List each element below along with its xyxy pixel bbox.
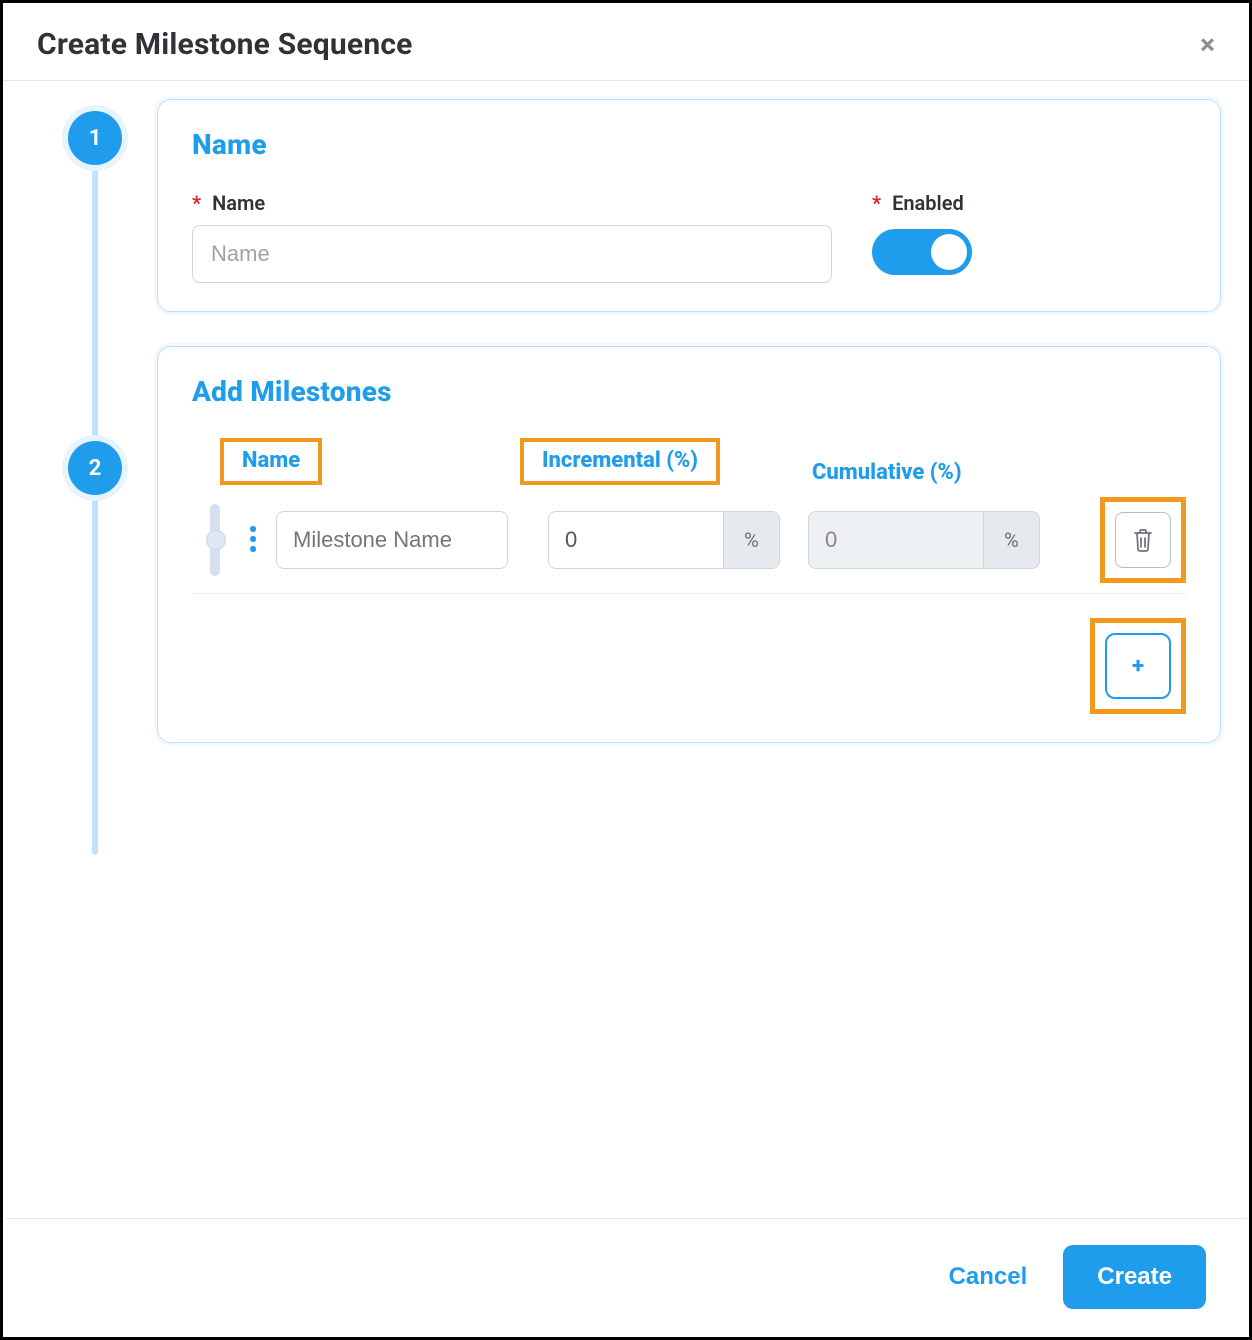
name-label-row: * Name (192, 191, 832, 215)
enabled-toggle[interactable] (872, 229, 972, 275)
cumulative-input (808, 511, 984, 569)
steps-rail-line (92, 165, 98, 855)
column-incremental-highlight: Incremental (%) (520, 438, 720, 485)
card-name: Name * Name * Enabled (157, 99, 1221, 312)
percent-addon-incremental: % (724, 511, 780, 569)
delete-row-button[interactable] (1115, 512, 1171, 568)
milestone-name-input[interactable] (276, 511, 508, 569)
enabled-label: Enabled (892, 191, 964, 215)
column-incremental-label: Incremental (%) (542, 448, 698, 473)
toggle-knob (931, 234, 967, 270)
trash-icon (1131, 527, 1155, 553)
milestones-column-headers: Name Incremental (%) Cumulative (%) (192, 438, 1186, 485)
dialog-footer: Cancel Create (6, 1218, 1246, 1334)
incremental-input[interactable] (548, 511, 724, 569)
field-name: * Name (192, 191, 832, 283)
field-enabled: * Enabled (872, 191, 972, 275)
name-label: Name (212, 191, 265, 215)
dialog-header: Create Milestone Sequence × (3, 3, 1249, 81)
create-button[interactable]: Create (1063, 1245, 1206, 1309)
incremental-group: % (548, 511, 780, 569)
dialog-title: Create Milestone Sequence (37, 27, 413, 62)
delete-highlight (1100, 497, 1186, 583)
required-mark: * (872, 191, 881, 215)
column-name-label: Name (242, 448, 300, 473)
drag-cell (192, 504, 238, 576)
add-highlight: + (1090, 618, 1186, 714)
column-name-highlight: Name (220, 438, 322, 485)
column-cumulative-label: Cumulative (%) (812, 460, 962, 485)
cancel-button[interactable]: Cancel (943, 1262, 1034, 1292)
dialog-body: 1 2 Name * Name * (3, 81, 1249, 743)
steps-rail: 1 2 (59, 99, 129, 743)
percent-addon-cumulative: % (984, 511, 1040, 569)
cumulative-group: % (808, 511, 1040, 569)
plus-icon: + (1132, 654, 1144, 679)
name-input[interactable] (192, 225, 832, 283)
close-icon[interactable]: × (1200, 31, 1215, 59)
card-milestones: Add Milestones Name Incremental (%) Cumu… (157, 346, 1221, 743)
step-badge-2: 2 (68, 441, 122, 495)
add-milestone-button[interactable]: + (1105, 633, 1171, 699)
card-name-title: Name (192, 128, 1186, 161)
milestone-row: ••• % % (192, 491, 1186, 594)
card-milestones-title: Add Milestones (192, 375, 1186, 408)
drag-dot (206, 530, 226, 550)
drag-handle-icon[interactable]: ••• (238, 525, 268, 555)
enabled-label-row: * Enabled (872, 191, 972, 215)
required-mark: * (192, 191, 201, 215)
step-badge-1: 1 (68, 111, 122, 165)
